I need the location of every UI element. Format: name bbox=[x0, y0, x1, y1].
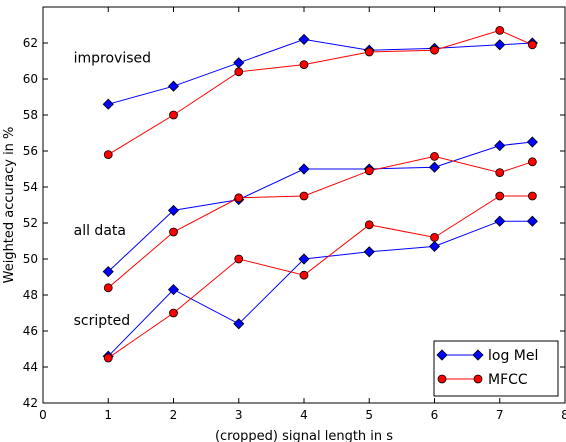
annotation-improvised: improvised bbox=[74, 50, 151, 66]
y-tick-label: 48 bbox=[23, 288, 38, 302]
series-line bbox=[107, 141, 533, 272]
legend-marker bbox=[437, 374, 447, 384]
y-tick-label: 44 bbox=[23, 360, 38, 374]
data-point bbox=[364, 220, 374, 230]
data-point bbox=[169, 227, 178, 237]
x-tick-label: 3 bbox=[235, 408, 243, 422]
data-point bbox=[527, 157, 537, 167]
legend-marker bbox=[436, 349, 448, 361]
data-point bbox=[103, 353, 113, 363]
data-point bbox=[494, 215, 506, 227]
y-tick-label: 58 bbox=[23, 108, 38, 122]
x-tick-label: 7 bbox=[496, 408, 504, 422]
y-tick-label: 62 bbox=[23, 36, 38, 50]
x-tick-label: 8 bbox=[561, 408, 566, 422]
data-point bbox=[103, 283, 113, 293]
data-point bbox=[169, 308, 178, 318]
series-improvised-log-mel bbox=[102, 33, 538, 110]
series-layer bbox=[102, 25, 538, 363]
data-point bbox=[167, 204, 180, 216]
data-point bbox=[495, 25, 505, 35]
series-line bbox=[107, 155, 533, 289]
data-point bbox=[298, 33, 310, 45]
data-point bbox=[299, 60, 309, 69]
y-tick-label: 56 bbox=[23, 144, 38, 158]
x-tick-label: 0 bbox=[39, 408, 47, 422]
data-point bbox=[299, 191, 309, 201]
x-tick-label: 4 bbox=[300, 408, 308, 422]
legend-marker bbox=[473, 374, 483, 384]
series-improvised-mfcc bbox=[103, 25, 537, 160]
data-point bbox=[495, 168, 505, 178]
series-all-data-log-mel bbox=[102, 136, 538, 278]
data-point bbox=[363, 246, 375, 258]
data-point bbox=[527, 40, 537, 50]
legend: log Mel MFCC bbox=[433, 340, 559, 397]
annotation-all-data: all data bbox=[74, 223, 126, 239]
data-point bbox=[430, 151, 439, 161]
series-line bbox=[107, 195, 533, 359]
y-tick-label: 54 bbox=[23, 180, 38, 194]
x-tick-label: 2 bbox=[170, 408, 178, 422]
series-scripted-log-mel bbox=[102, 215, 538, 362]
x-tick-label: 6 bbox=[431, 408, 439, 422]
legend-label: log Mel bbox=[488, 348, 538, 364]
data-point bbox=[494, 39, 506, 51]
x-tick-label: 5 bbox=[365, 408, 373, 422]
data-point bbox=[298, 163, 310, 175]
data-point bbox=[364, 166, 374, 176]
data-point bbox=[526, 136, 538, 148]
data-point bbox=[103, 150, 113, 160]
legend-label: MFCC bbox=[488, 372, 528, 388]
y-axis-label: Weighted accuracy in % bbox=[2, 127, 17, 284]
data-point bbox=[299, 270, 309, 280]
series-line bbox=[107, 220, 533, 357]
legend-box bbox=[433, 340, 559, 397]
y-tick-label: 50 bbox=[23, 252, 38, 266]
data-point bbox=[430, 232, 439, 242]
data-point bbox=[167, 284, 180, 296]
data-point bbox=[167, 80, 180, 92]
y-tick-label: 46 bbox=[23, 324, 38, 338]
data-point bbox=[298, 253, 310, 265]
data-point bbox=[428, 240, 441, 252]
data-point bbox=[430, 45, 439, 55]
data-point bbox=[234, 193, 244, 203]
data-point bbox=[102, 98, 114, 110]
x-axis-label: (cropped) signal length in s bbox=[215, 429, 393, 442]
data-point bbox=[233, 57, 245, 69]
data-point bbox=[364, 47, 374, 57]
data-point bbox=[428, 161, 441, 173]
series-line bbox=[107, 29, 533, 156]
y-tick-label: 52 bbox=[23, 216, 38, 230]
annotation-scripted: scripted bbox=[74, 313, 131, 329]
data-point bbox=[102, 266, 114, 278]
data-point bbox=[233, 318, 245, 330]
data-point bbox=[234, 254, 244, 264]
series-scripted-mfcc bbox=[103, 191, 537, 363]
data-point bbox=[526, 215, 538, 227]
data-point bbox=[527, 191, 537, 201]
data-point bbox=[495, 191, 505, 201]
data-point bbox=[234, 67, 244, 77]
series-all-data-mfcc bbox=[103, 151, 537, 293]
x-tick-label: 1 bbox=[104, 408, 112, 422]
annotations: improvised all data scripted bbox=[74, 50, 151, 329]
data-point bbox=[494, 140, 506, 152]
y-tick-label: 60 bbox=[23, 72, 38, 86]
data-point bbox=[169, 110, 178, 120]
y-tick-label: 42 bbox=[23, 396, 38, 410]
series-line bbox=[108, 38, 533, 105]
legend-marker bbox=[472, 349, 484, 361]
